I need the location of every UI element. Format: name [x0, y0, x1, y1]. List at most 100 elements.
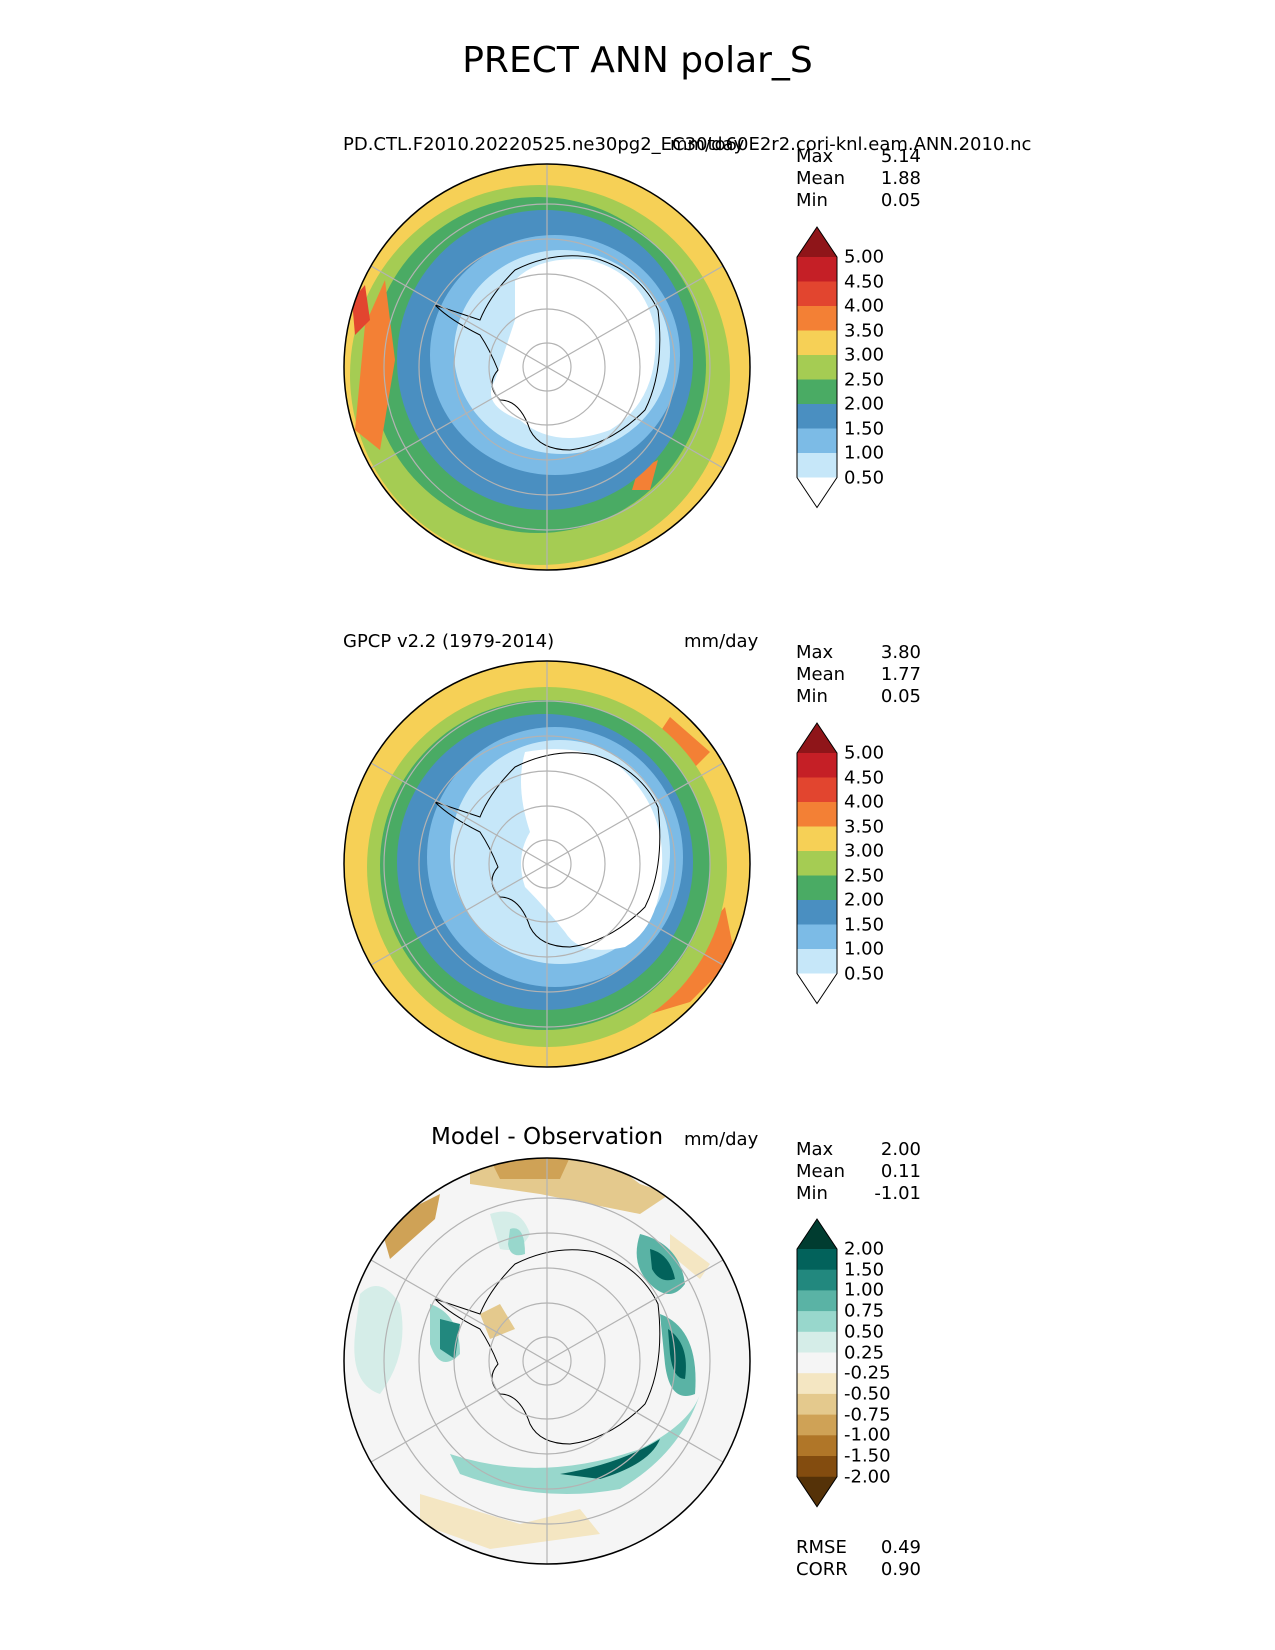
colorbar-tick-label: 3.50	[844, 320, 885, 341]
metric-rmse-value: 0.49	[880, 1537, 921, 1558]
stat-max-value: 3.80	[880, 642, 921, 663]
panel-test-colorbar: 0.50 1.00 1.50 2.00 2.50 3.00 3.50 4.00 4.50 5.00	[796, 226, 916, 524]
panel-diff-title-right: mm/day	[684, 1129, 759, 1150]
colorbar-tick-label: 4.00	[844, 295, 885, 317]
colorbar-box	[797, 851, 837, 877]
stat-max-value: 5.14	[880, 146, 921, 167]
panel-ref-polar-map	[343, 660, 751, 1068]
colorbar-box	[797, 924, 837, 950]
colorbar-tick-label: 2.00	[844, 1238, 885, 1260]
colorbar-tick-label: -1.00	[844, 1424, 891, 1446]
colorbar-box	[797, 1393, 837, 1416]
stat-min-label: Min	[796, 686, 828, 707]
colorbar-tick-label: 5.00	[844, 742, 885, 764]
colorbar-box	[797, 1311, 837, 1333]
panel-diff-title-center: Model - Observation	[431, 1124, 664, 1150]
stat-max-label: Max	[796, 146, 834, 167]
colorbar-box	[797, 949, 837, 975]
panel-test-polar-map	[343, 163, 751, 571]
stat-min-value: -1.01	[874, 1183, 921, 1204]
region-orange-ne	[660, 717, 710, 767]
colorbar-box	[797, 257, 837, 283]
colorbar-tick-label: -2.00	[844, 1466, 891, 1488]
stat-mean-value: 0.11	[880, 1161, 921, 1182]
colorbar-tick-label: 1.50	[844, 914, 885, 935]
colorbar-extend-bottom	[797, 477, 837, 508]
colorbar-tick-label: 0.50	[844, 1321, 885, 1343]
colorbar-box	[797, 404, 837, 430]
colorbar-tick-label: 2.50	[844, 865, 885, 886]
stat-mean-label: Mean	[796, 664, 846, 685]
colorbar-tick-label: 4.50	[844, 767, 885, 788]
colorbar-box	[797, 1352, 837, 1374]
colorbar-box	[797, 1373, 837, 1395]
colorbar-box	[797, 379, 837, 405]
colorbar-box	[797, 753, 837, 779]
panel-ref-title-left: GPCP v2.2 (1979-2014)	[343, 631, 555, 652]
colorbar-box	[797, 1249, 837, 1271]
stat-mean-label: Mean	[796, 168, 846, 189]
colorbar-tick-label: 3.00	[844, 840, 885, 862]
colorbar-tick-label: -0.50	[844, 1383, 891, 1405]
colorbar-tick-label: 4.00	[844, 791, 885, 813]
panel-diff-stats: Max 2.00 Mean 0.11 Min -1.01	[796, 1139, 921, 1205]
colorbar-box	[797, 875, 837, 901]
stat-max-label: Max	[796, 1139, 834, 1160]
colorbar-tick-label: 1.50	[844, 1259, 885, 1281]
colorbar-box	[797, 1269, 837, 1291]
colorbar-tick-label: 0.25	[844, 1342, 885, 1363]
colorbar-tick-label: 2.00	[844, 393, 885, 415]
stat-min-value: 0.05	[880, 190, 921, 211]
panel-test-title-right: mm/day	[670, 134, 745, 155]
stat-min-label: Min	[796, 190, 828, 211]
colorbar-box	[797, 1331, 837, 1354]
colorbar-box	[797, 355, 837, 381]
stat-min-value: 0.05	[880, 686, 921, 707]
panel-ref-title-right: mm/day	[684, 631, 759, 652]
colorbar-graphic	[796, 1218, 838, 1508]
figure-title: PRECT ANN polar_S	[462, 40, 813, 81]
colorbar-extend-bottom	[797, 1476, 837, 1507]
panel-ref-stats: Max 3.80 Mean 1.77 Min 0.05	[796, 642, 921, 708]
colorbar-tick-label: 4.50	[844, 271, 885, 292]
region-brown-inner	[480, 1304, 515, 1339]
panel-diff-polar-map	[343, 1157, 751, 1565]
colorbar-box	[797, 1414, 837, 1436]
colorbar-box	[797, 281, 837, 307]
colorbar-box	[797, 1290, 837, 1312]
colorbar-graphic	[796, 226, 838, 509]
metric-corr-label: CORR	[796, 1559, 848, 1580]
panel-diff-metrics: RMSE 0.49 CORR 0.90	[796, 1537, 921, 1581]
region-orange-west	[355, 280, 395, 450]
colorbar-tick-label: 3.50	[844, 816, 885, 837]
region-below-0p5	[490, 259, 656, 438]
metric-corr-value: 0.90	[880, 1559, 921, 1580]
colorbar-extend-top	[797, 227, 837, 257]
stat-min-label: Min	[796, 1183, 828, 1204]
metric-rmse-label: RMSE	[796, 1537, 847, 1558]
panel-diff-colorbar: -2.00 -1.50 -1.00 -0.75 -0.50 -0.25 0.25 0.50 0.…	[796, 1218, 916, 1518]
colorbar-tick-label: 5.00	[844, 246, 885, 268]
colorbar-tick-label: -0.25	[844, 1362, 891, 1384]
colorbar-box	[797, 826, 837, 852]
panel-ref-colorbar: 0.50 1.00 1.50 2.00 2.50 3.00 3.50 4.00 4.50 5.00	[796, 722, 916, 1020]
colorbar-box	[797, 777, 837, 803]
colorbar-tick-label: 1.00	[844, 1279, 885, 1301]
colorbar-tick-label: 3.00	[844, 344, 885, 366]
stat-mean-label: Mean	[796, 1161, 846, 1182]
colorbar-extend-top	[797, 1219, 837, 1249]
colorbar-box	[797, 453, 837, 479]
colorbar-box	[797, 1435, 837, 1457]
region-orange-east	[632, 460, 658, 490]
colorbar-tick-label: -1.50	[844, 1445, 891, 1467]
colorbar-box	[797, 900, 837, 926]
colorbar-tick-label: 2.00	[844, 889, 885, 911]
colorbar-tick-label: 2.50	[844, 369, 885, 390]
graticule	[370, 164, 724, 570]
colorbar-tick-label: 1.00	[844, 442, 885, 464]
panel-test-title-left: PD.CTL.F2010.20220525.ne30pg2_EC30to60E2…	[343, 134, 1032, 155]
colorbar-tick-label: 0.50	[844, 963, 885, 984]
colorbar-box	[797, 306, 837, 332]
colorbar-tick-label: 1.50	[844, 418, 885, 439]
panel-test-stats: Max 5.14 Mean 1.88 Min 0.05	[796, 146, 921, 212]
